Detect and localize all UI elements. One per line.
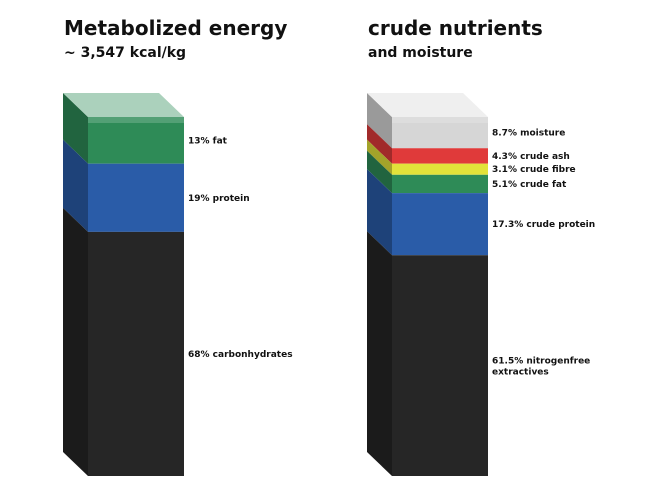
chart-title-energy: Metabolized energy: [64, 16, 288, 40]
bar-segment-side: [367, 150, 392, 194]
data-label: 19% protein: [188, 194, 250, 204]
data-label: 3.1% crude fibre: [492, 165, 576, 175]
data-label: 5.1% crude fat: [492, 180, 567, 190]
data-label: 8.7% moisture: [492, 129, 565, 139]
bar-top-face: [63, 93, 184, 117]
bar-segment-side: [367, 124, 392, 164]
data-label: 68% carbonhydrates: [188, 350, 293, 360]
chart-subtitle-energy: ~ 3,547 kcal/kg: [64, 45, 187, 61]
chart-subtitle-nutrients: and moisture: [368, 45, 473, 61]
chart-title-nutrients: crude nutrients: [368, 16, 543, 40]
bar-segment: [88, 117, 184, 164]
data-label: 17.3% crude protein: [492, 220, 595, 230]
bar-segment: [392, 255, 488, 476]
bar-segment-side: [367, 169, 392, 256]
bar-segment-side: [63, 139, 88, 232]
bar-segment: [392, 163, 488, 175]
bar-segment: [392, 193, 488, 256]
bar-segment-side: [367, 93, 392, 149]
bar-top-highlight: [88, 117, 184, 123]
data-label: 61.5% nitrogenfree extractives: [492, 357, 590, 378]
bar-segment-side: [367, 231, 392, 476]
bar-segment-side: [63, 207, 88, 476]
data-label: 13% fat: [188, 136, 228, 146]
bar-segment: [88, 163, 184, 232]
bar-segment-side: [63, 93, 88, 164]
bar-top-face: [367, 93, 488, 117]
bar-top-highlight: [392, 117, 488, 123]
data-label: 4.3% crude ash: [492, 152, 570, 162]
bar-segment: [392, 148, 488, 164]
bar-segment-side: [367, 139, 392, 175]
bar-segment: [392, 174, 488, 194]
bar-segment: [392, 117, 488, 149]
bar-segment: [88, 231, 184, 476]
